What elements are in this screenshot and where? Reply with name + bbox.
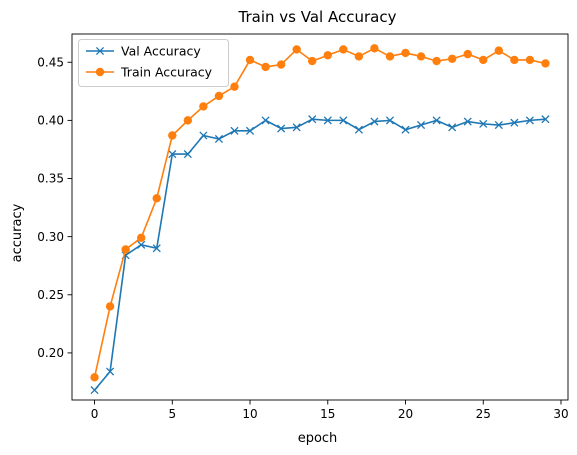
data-point bbox=[401, 48, 410, 58]
legend-marker bbox=[95, 67, 105, 77]
data-point bbox=[261, 62, 270, 72]
data-point bbox=[354, 52, 364, 61]
data-point bbox=[308, 56, 317, 66]
data-point bbox=[401, 125, 410, 134]
series-0 bbox=[90, 115, 550, 395]
x-tick-label: 30 bbox=[553, 407, 568, 421]
legend-label: Val Accuracy bbox=[121, 44, 201, 59]
y-tick-label: 0.30 bbox=[37, 230, 64, 244]
data-point bbox=[214, 134, 223, 144]
x-tick-label: 10 bbox=[242, 407, 257, 421]
data-point bbox=[339, 45, 348, 54]
data-point bbox=[541, 59, 550, 68]
data-point bbox=[447, 54, 457, 63]
data-point bbox=[106, 367, 115, 376]
legend-marker bbox=[95, 46, 105, 56]
data-point bbox=[448, 123, 457, 132]
data-point bbox=[417, 120, 426, 130]
data-point bbox=[463, 49, 472, 59]
data-point bbox=[105, 302, 115, 311]
data-point bbox=[168, 150, 177, 159]
data-point bbox=[525, 116, 534, 125]
data-point bbox=[214, 91, 224, 101]
data-point bbox=[385, 116, 395, 125]
x-tick-label: 0 bbox=[91, 407, 99, 421]
data-point bbox=[494, 120, 503, 130]
y-tick-label: 0.35 bbox=[37, 172, 64, 186]
legend-box bbox=[78, 39, 229, 87]
data-point bbox=[245, 55, 255, 65]
series-1 bbox=[90, 44, 550, 382]
data-point bbox=[354, 125, 363, 134]
data-point bbox=[199, 102, 208, 111]
data-point bbox=[432, 116, 441, 125]
data-point bbox=[510, 55, 519, 65]
y-tick-label: 0.20 bbox=[37, 346, 64, 360]
x-axis-label: epoch bbox=[298, 431, 338, 446]
data-point bbox=[292, 123, 301, 132]
data-point bbox=[168, 131, 177, 140]
y-tick-label: 0.40 bbox=[37, 114, 64, 128]
data-point bbox=[230, 126, 239, 135]
legend-label: Train Accuracy bbox=[120, 65, 213, 80]
data-point bbox=[292, 45, 301, 54]
x-tick-label: 25 bbox=[476, 407, 491, 421]
data-point bbox=[463, 117, 472, 126]
data-point bbox=[416, 52, 426, 61]
data-point bbox=[370, 117, 379, 126]
data-point bbox=[432, 56, 441, 66]
data-point bbox=[261, 116, 270, 125]
data-point bbox=[90, 386, 99, 395]
data-point bbox=[479, 119, 488, 128]
data-point bbox=[525, 55, 535, 65]
x-tick-label: 20 bbox=[398, 407, 413, 421]
data-point bbox=[541, 115, 550, 124]
data-point bbox=[183, 150, 192, 159]
data-point bbox=[510, 118, 519, 127]
data-point bbox=[370, 44, 379, 53]
data-point bbox=[479, 55, 488, 65]
y-tick-label: 0.45 bbox=[37, 55, 64, 69]
data-point bbox=[137, 240, 146, 249]
data-point bbox=[199, 131, 208, 140]
plot-area: 0 5 10 15 20 25 30 0.20 0.25 0.30 0.35 0.40 0.45 Val … bbox=[37, 33, 569, 421]
legend: Val Accuracy Train Accuracy bbox=[78, 39, 229, 87]
data-point bbox=[339, 116, 348, 125]
data-point bbox=[323, 116, 332, 125]
data-point bbox=[230, 82, 239, 91]
axes-frame bbox=[71, 33, 569, 401]
series-line bbox=[93, 118, 546, 391]
y-axis-label: accuracy bbox=[10, 203, 25, 262]
data-point bbox=[152, 194, 161, 203]
y-tick-label: 0.25 bbox=[37, 288, 64, 302]
data-point bbox=[385, 52, 395, 61]
data-point bbox=[323, 51, 332, 60]
data-point bbox=[277, 124, 286, 133]
data-point bbox=[152, 244, 161, 253]
data-point bbox=[245, 126, 255, 135]
data-point bbox=[494, 46, 504, 55]
x-tick-label: 15 bbox=[320, 407, 335, 421]
x-tick-label: 5 bbox=[168, 407, 176, 421]
data-point bbox=[121, 245, 130, 254]
data-point bbox=[136, 233, 146, 243]
chart-title: Train vs Val Accuracy bbox=[238, 8, 397, 26]
data-point bbox=[183, 116, 193, 125]
data-point bbox=[308, 115, 317, 124]
data-point bbox=[276, 60, 286, 69]
data-point bbox=[90, 373, 99, 382]
